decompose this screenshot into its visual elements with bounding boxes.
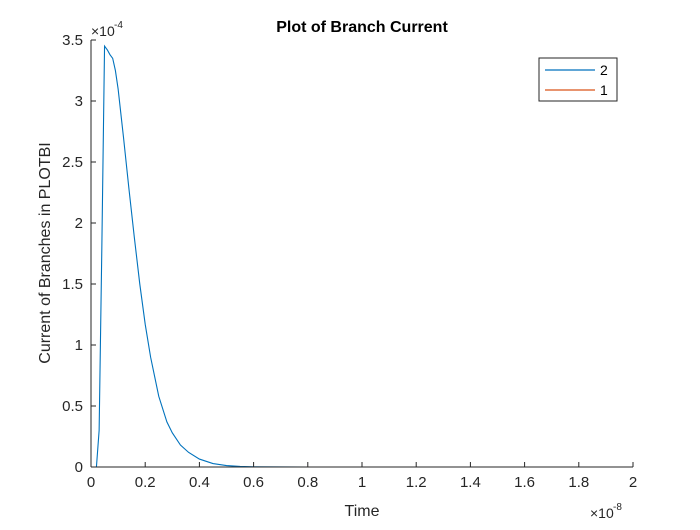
plot-area	[91, 40, 633, 467]
axes-layer: 0 0.2 0.4 0.6 0.8 1 1.2 1.4 1.6 1.8 2 0 0.5 1 1.5 2 2.5 3…	[62, 32, 637, 491]
y-tick-label: 2.5	[62, 154, 83, 171]
x-tick-label: 0.8	[297, 474, 318, 491]
svg-text:×10: ×10	[590, 505, 614, 521]
x-tick-label: 1	[358, 474, 366, 491]
x-tick-label: 1.8	[568, 474, 589, 491]
y-tick-label: 0.5	[62, 398, 83, 415]
y-tick-label: 3	[75, 93, 83, 110]
y-exponent-value: -4	[114, 20, 123, 31]
x-tick-label: 1.2	[406, 474, 427, 491]
x-exponent-value: -8	[613, 502, 622, 513]
y-tick-label: 1	[75, 337, 83, 354]
x-tick-label: 0.2	[135, 474, 156, 491]
legend-box	[538, 57, 618, 102]
legend-entry-series-2: 2	[600, 62, 608, 78]
legend-entry-series-1: 1	[600, 82, 608, 98]
x-tick-label: 0.6	[243, 474, 264, 491]
svg-text:×10: ×10	[91, 23, 115, 39]
legend: 2 1	[538, 57, 618, 102]
chart-title: Plot of Branch Current	[276, 19, 448, 36]
y-exponent-label: ×10 -4	[91, 20, 123, 39]
x-tick-label: 0	[87, 474, 95, 491]
x-tick-label: 1.6	[514, 474, 535, 491]
y-tick-label: 3.5	[62, 32, 83, 49]
x-tick-label: 1.4	[460, 474, 481, 491]
x-tick-label: 2	[629, 474, 637, 491]
x-exponent-label: ×10 -8	[590, 502, 622, 521]
y-axis-title: Current of Branches in PLOTBI	[37, 142, 54, 363]
x-tick-label: 0.4	[189, 474, 210, 491]
x-axis-title: Time	[345, 503, 380, 520]
y-tick-label: 1.5	[62, 276, 83, 293]
y-tick-label: 2	[75, 215, 83, 232]
y-tick-label: 0	[75, 459, 83, 476]
